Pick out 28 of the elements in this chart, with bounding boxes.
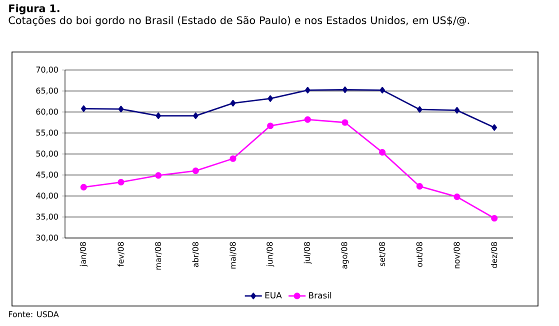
point	[118, 106, 124, 112]
legend-label: Brasil	[309, 292, 332, 299]
point	[118, 178, 124, 186]
legend-label: EUA	[265, 292, 282, 298]
point	[230, 100, 236, 106]
point	[192, 168, 199, 174]
point	[305, 86, 310, 94]
point	[342, 119, 348, 126]
point	[230, 155, 236, 162]
chart-title: Figura 1.	[9, 4, 60, 14]
point	[454, 107, 460, 114]
point	[80, 184, 87, 190]
chart-subtitle: Cotações do boi gordo no Brasil (Estado de São Paulo) e nos Estados Unidos, em US$/@.	[8, 16, 469, 26]
point	[268, 95, 273, 102]
point	[379, 149, 386, 156]
point	[416, 183, 423, 190]
point	[380, 86, 385, 94]
point	[417, 106, 422, 113]
point	[454, 194, 460, 200]
point	[492, 124, 497, 131]
point	[491, 214, 498, 222]
point	[155, 172, 162, 179]
point	[342, 86, 348, 94]
point	[193, 112, 198, 120]
point	[156, 112, 161, 120]
point	[304, 116, 311, 123]
point	[81, 105, 86, 112]
point	[267, 122, 274, 130]
